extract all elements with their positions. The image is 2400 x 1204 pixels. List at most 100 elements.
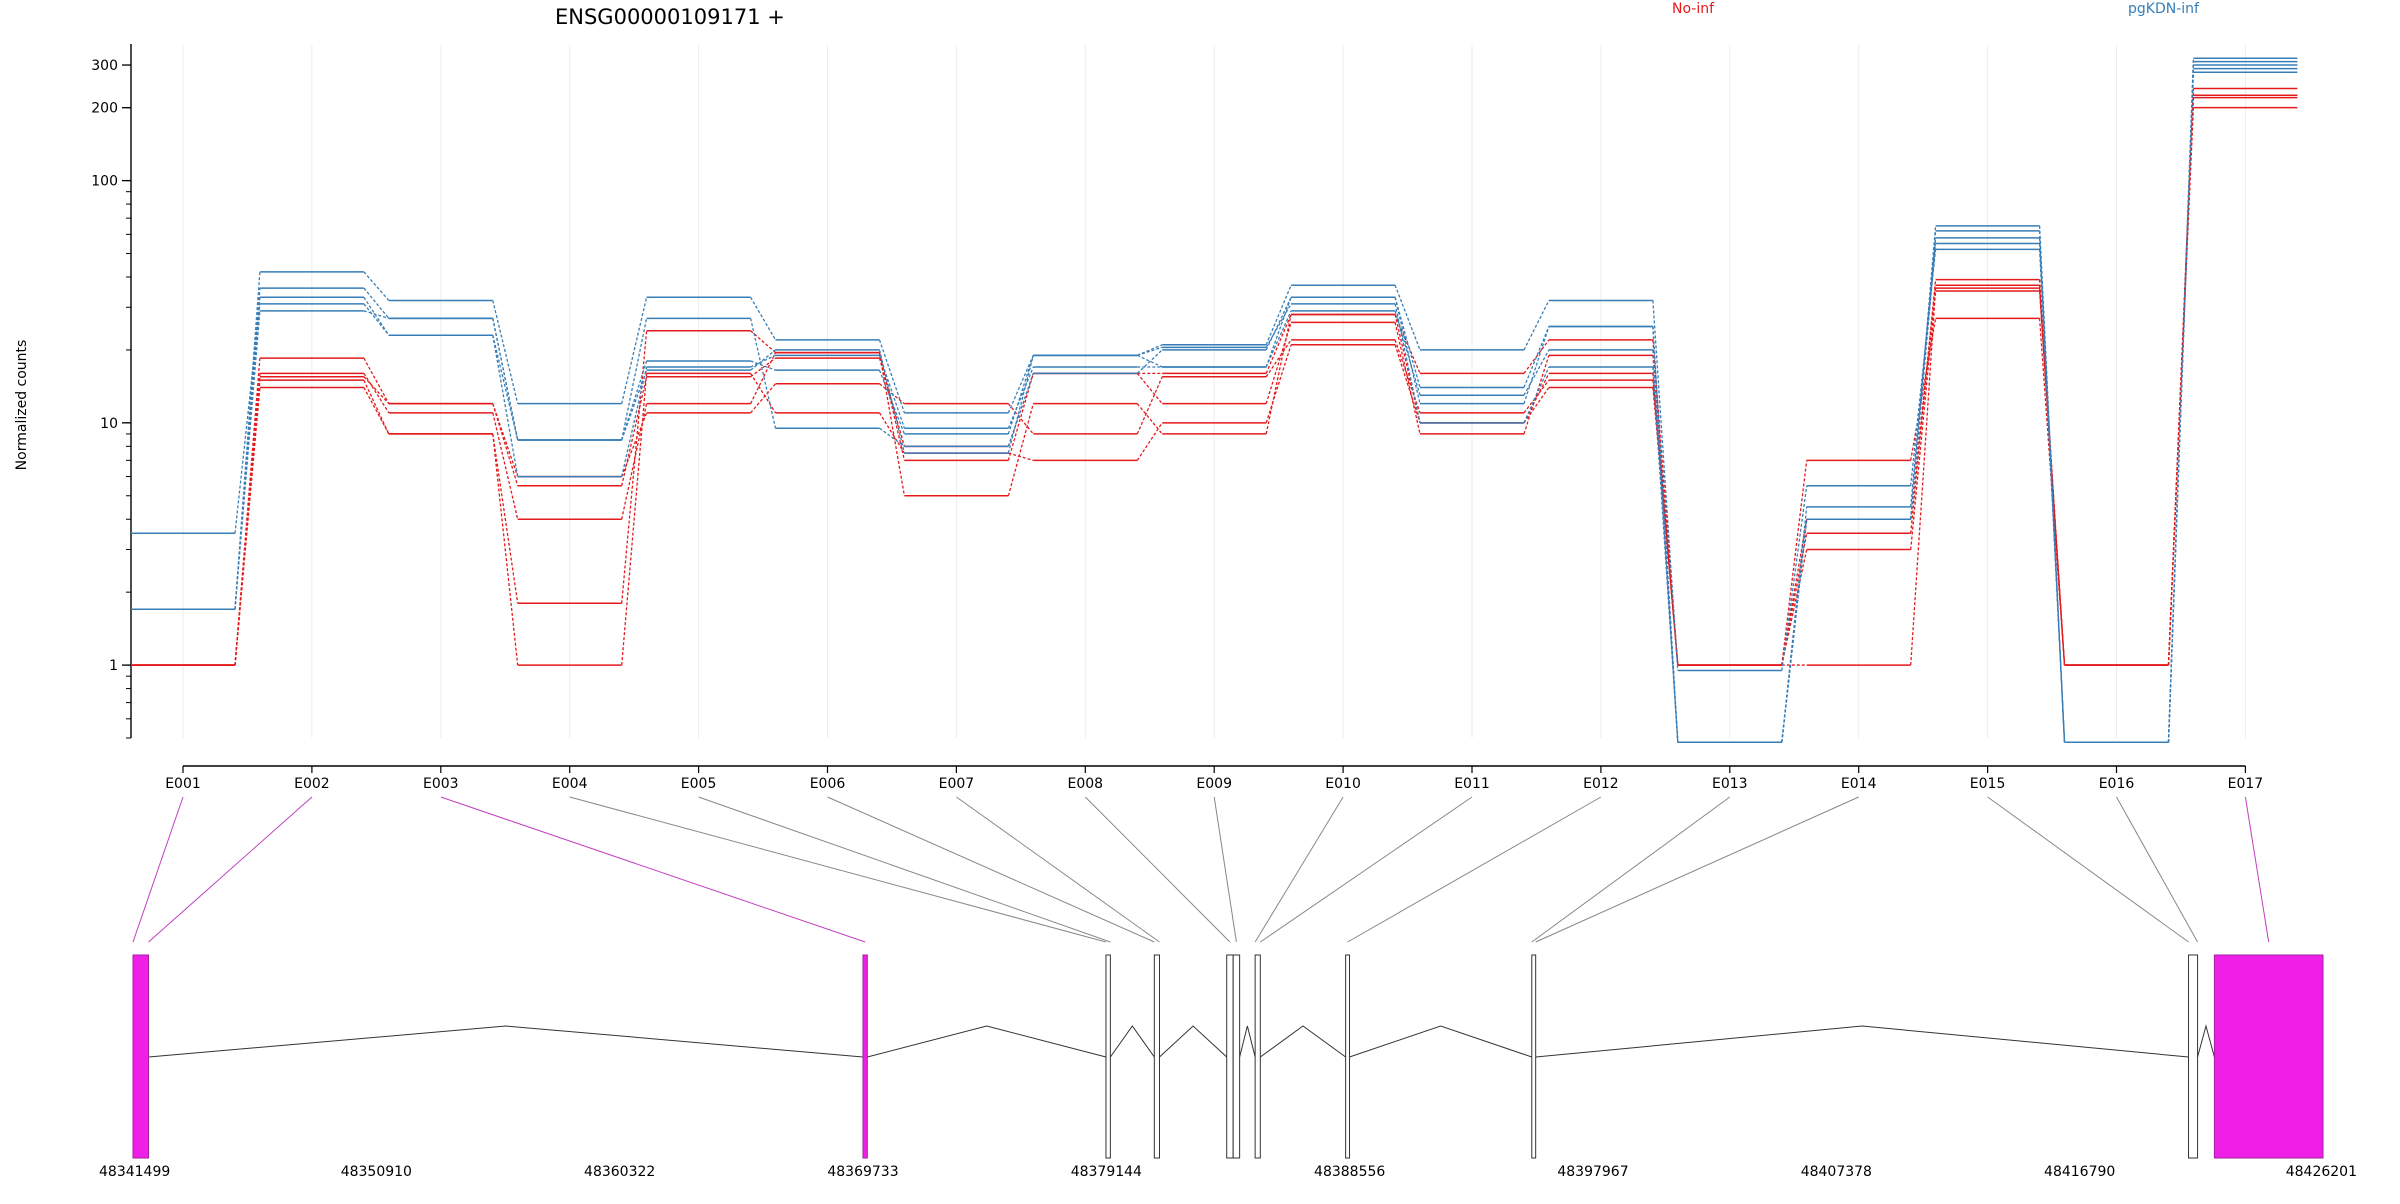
data-connector — [363, 303, 390, 336]
exon-link — [698, 796, 1111, 943]
exon-box — [2188, 954, 2199, 1159]
data-connector — [1523, 339, 1550, 374]
data-connector — [234, 376, 261, 666]
data-connector — [1523, 387, 1550, 424]
exon-link — [132, 796, 184, 943]
genomic-axis: 48341499 48350910 48360322 48369733 48379144… — [99, 1164, 2357, 1180]
data-connector — [492, 433, 519, 604]
genomic-tick-label: 48388556 — [1314, 1164, 1385, 1180]
data-connector — [492, 403, 519, 486]
vertical-grid — [182, 45, 2246, 738]
data-connector — [363, 271, 390, 301]
gene-model — [132, 954, 2324, 1159]
data-connector — [363, 373, 390, 414]
data-connector — [1523, 366, 1550, 424]
data-connector — [1007, 373, 1034, 461]
genomic-tick-label: 48407378 — [1801, 1164, 1872, 1180]
intron-line — [2197, 1024, 2215, 1058]
x-tick-label: E010 — [1325, 776, 1361, 792]
data-connector — [1137, 346, 1163, 356]
data-connector — [1007, 355, 1034, 414]
x-tick-label: E003 — [423, 776, 459, 792]
data-connector — [621, 373, 648, 666]
data-connector — [1781, 485, 1808, 671]
data-connector — [492, 412, 519, 520]
data-connector — [363, 387, 390, 435]
data-connector — [363, 379, 390, 435]
data-connector — [1652, 366, 1679, 743]
data-connector — [1781, 460, 1808, 666]
intron-line — [1535, 1025, 2189, 1058]
data-connector — [750, 296, 777, 341]
data-connector — [1910, 288, 1937, 666]
data-connector — [1265, 322, 1292, 404]
exon-link — [1254, 796, 1344, 943]
intron-line — [148, 1025, 864, 1058]
y-tick-label: 100 — [91, 174, 118, 190]
x-tick-label: E013 — [1712, 776, 1748, 792]
x-tick-label: E002 — [294, 776, 330, 792]
x-tick-label: E014 — [1841, 776, 1877, 792]
data-connector — [878, 352, 906, 496]
exon-link — [569, 796, 1107, 943]
genomic-tick-label: 48416790 — [2044, 1164, 2115, 1180]
data-connector — [1008, 452, 1034, 461]
data-connector — [363, 376, 390, 405]
x-tick-label: E004 — [552, 776, 588, 792]
genomic-tick-label: 48369733 — [827, 1164, 898, 1180]
intron-line — [1239, 1025, 1256, 1058]
legend-item-no-inf: No-inf — [1672, 1, 1715, 17]
data-connector — [750, 360, 776, 371]
x-tick-label: E016 — [2099, 776, 2135, 792]
data-connector — [1523, 373, 1550, 424]
data-connector — [1136, 349, 1163, 374]
y-axis: 1 10 100 200 300 — [91, 44, 132, 739]
exon-box — [1254, 954, 1261, 1159]
data-connector — [878, 412, 905, 454]
exon-box — [1153, 954, 1160, 1159]
data-connector — [2038, 318, 2066, 666]
series-pgkdn-inf — [131, 57, 2298, 744]
exon-link — [440, 796, 866, 943]
data-connector — [363, 310, 389, 319]
data-connector — [492, 433, 519, 666]
data-connector — [1007, 355, 1034, 454]
data-connector — [492, 300, 519, 404]
y-tick-label: 10 — [100, 416, 118, 432]
data-connector — [1394, 297, 1421, 404]
data-connector — [1781, 519, 1808, 743]
data-connector — [1394, 297, 1421, 388]
exon-link — [148, 796, 313, 943]
data-connector — [1523, 349, 1550, 396]
exon-box — [132, 954, 150, 1159]
exon-box — [2213, 954, 2324, 1159]
data-connector — [1910, 225, 1937, 520]
exon-links — [132, 796, 2270, 943]
exon-link — [1213, 796, 1237, 943]
data-connector — [2038, 243, 2066, 743]
intron-line — [867, 1025, 1107, 1058]
exon-link — [1531, 796, 1731, 943]
data-connector — [621, 369, 648, 441]
exon-link — [1987, 796, 2189, 943]
y-axis-label: Normalized counts — [14, 340, 30, 471]
x-tick-label: E001 — [165, 776, 201, 792]
legend-item-pgkdn-inf: pgKDN-inf — [2128, 1, 2200, 17]
data-connector — [621, 366, 648, 477]
intron-line — [1109, 1025, 1155, 1058]
exon-link — [956, 796, 1160, 943]
data-connector — [750, 354, 776, 368]
data-connector — [234, 297, 261, 610]
y-tick-label: 200 — [91, 101, 118, 117]
data-connector — [492, 335, 519, 441]
chart-title: ENSG00000109171 + — [555, 5, 785, 29]
genomic-tick-label: 48426201 — [2286, 1164, 2357, 1180]
data-connector — [1265, 297, 1292, 368]
exon-link — [2116, 796, 2199, 943]
data-connector — [1007, 355, 1034, 435]
exon-box — [1531, 954, 1537, 1159]
exon-box — [862, 954, 868, 1159]
data-connector — [621, 360, 648, 441]
